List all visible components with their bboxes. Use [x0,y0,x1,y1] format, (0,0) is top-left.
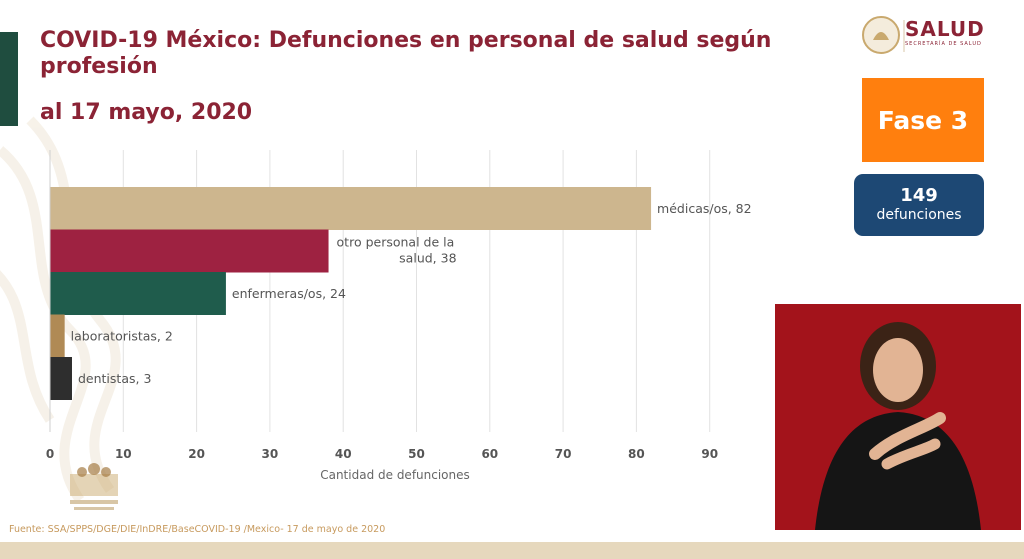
bar-1 [50,229,329,273]
accent-bar [0,32,18,126]
bottom-band [0,542,1024,559]
phase-badge: Fase 3 [862,78,984,162]
x-tick-label: 80 [628,447,645,461]
bar-data-label: otro personal de la [337,235,455,250]
bar-0 [50,187,652,230]
bar-data-label: salud, 38 [399,251,456,266]
bar-2 [50,272,226,315]
bar-data-label: laboratoristas, 2 [71,329,173,344]
bar-chart: 0 10 20 30 40 50 60 70 80 90 Cantidad de defuncion… [46,150,752,482]
salud-logo [862,16,905,54]
x-tick-label: 50 [408,447,425,461]
interpreter-face [873,338,923,402]
x-tick-label: 70 [555,447,572,461]
deaths-label: defunciones [876,207,962,223]
bar-data-label: médicas/os, 82 [657,201,752,216]
heroes-emblem-icon [70,463,118,510]
brand-name: SALUD [905,17,985,41]
x-tick-label: 0 [46,447,54,461]
sign-language-interpreter-video [775,304,1021,530]
x-tick-label: 20 [188,447,205,461]
x-tick-label: 90 [701,447,718,461]
bar-4 [50,357,72,400]
deaths-badge: 149 defunciones [854,174,984,236]
source-note: Fuente: SSA/SPPS/DGE/DIE/InDRE/BaseCOVID… [9,524,386,535]
bar-data-label: enfermeras/os, 24 [232,286,346,301]
deaths-count: 149 [900,185,938,206]
x-tick-label: 10 [115,447,132,461]
page-date: al 17 mayo, 2020 [40,100,253,125]
x-tick-label: 30 [262,447,279,461]
brand-subtitle: SECRETARÍA DE SALUD [905,41,982,47]
page-title: COVID-19 México: Defunciones en personal… [40,28,772,79]
x-tick-label: 60 [481,447,498,461]
x-axis-title: Cantidad de defunciones [320,468,470,482]
x-tick-label: 40 [335,447,352,461]
interpreter-body [815,412,981,530]
bar-3 [50,314,65,358]
bar-data-label: dentistas, 3 [78,371,151,386]
